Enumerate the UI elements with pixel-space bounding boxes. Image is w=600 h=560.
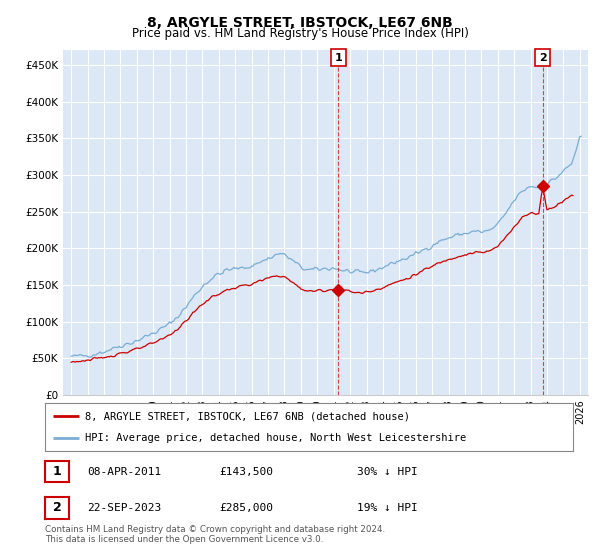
Text: £143,500: £143,500: [219, 466, 273, 477]
Text: 1: 1: [53, 465, 61, 478]
Text: £285,000: £285,000: [219, 503, 273, 513]
Text: Price paid vs. HM Land Registry's House Price Index (HPI): Price paid vs. HM Land Registry's House …: [131, 27, 469, 40]
Text: 22-SEP-2023: 22-SEP-2023: [87, 503, 161, 513]
Text: 1: 1: [334, 53, 342, 63]
Text: Contains HM Land Registry data © Crown copyright and database right 2024.
This d: Contains HM Land Registry data © Crown c…: [45, 525, 385, 544]
Text: 08-APR-2011: 08-APR-2011: [87, 466, 161, 477]
Text: HPI: Average price, detached house, North West Leicestershire: HPI: Average price, detached house, Nort…: [85, 433, 466, 443]
Text: 2: 2: [539, 53, 547, 63]
Text: 8, ARGYLE STREET, IBSTOCK, LE67 6NB: 8, ARGYLE STREET, IBSTOCK, LE67 6NB: [147, 16, 453, 30]
Text: 30% ↓ HPI: 30% ↓ HPI: [357, 466, 418, 477]
Text: 8, ARGYLE STREET, IBSTOCK, LE67 6NB (detached house): 8, ARGYLE STREET, IBSTOCK, LE67 6NB (det…: [85, 411, 410, 421]
Text: 19% ↓ HPI: 19% ↓ HPI: [357, 503, 418, 513]
Text: 2: 2: [53, 501, 61, 515]
